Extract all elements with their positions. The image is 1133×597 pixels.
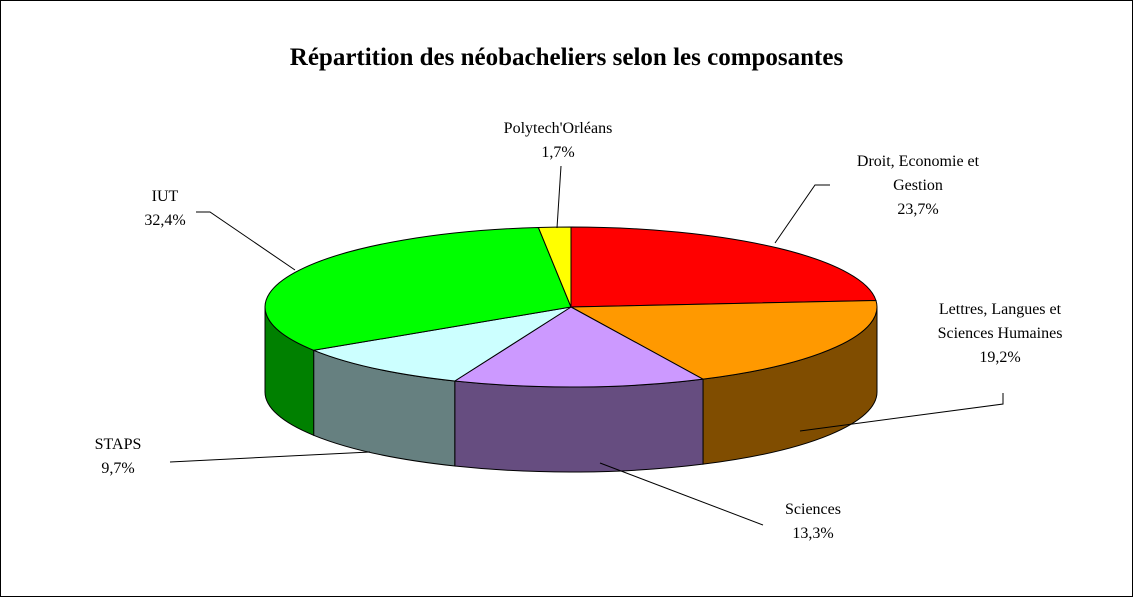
- leader-line: [556, 165, 562, 229]
- slice-label: Droit, Economie et Gestion 23,7%: [833, 150, 1003, 222]
- chart-title: Répartition des néobacheliers selon les …: [289, 44, 844, 71]
- slice-label: Sciences 13,3%: [753, 498, 873, 546]
- value-label: 19,2%: [979, 349, 1021, 366]
- pie-slice: [311, 306, 572, 382]
- leader-line: [774, 184, 830, 244]
- value-label: 13,3%: [792, 525, 834, 542]
- value-label: 1,7%: [541, 144, 575, 161]
- pie-slice: [570, 226, 877, 308]
- value-label: 9,7%: [101, 460, 135, 477]
- category-label: Droit, Economie et Gestion: [856, 153, 980, 194]
- category-label: Polytech'Orléans: [503, 120, 613, 137]
- category-label: STAPS: [94, 436, 142, 453]
- category-label: Sciences: [785, 501, 841, 518]
- leader-line: [196, 211, 296, 271]
- pie-slice: [264, 226, 572, 351]
- value-label: 23,7%: [897, 201, 939, 218]
- category-label: IUT: [151, 188, 179, 205]
- leader-line: [799, 393, 1004, 432]
- slice-label: Polytech'Orléans 1,7%: [478, 117, 638, 165]
- leader-line: [599, 462, 764, 526]
- category-label: Lettres, Langues et Sciences Humaines: [937, 301, 1063, 342]
- pie-slice: [453, 306, 705, 388]
- pie-slice: [569, 299, 878, 380]
- slice-label: STAPS 9,7%: [68, 433, 168, 481]
- value-label: 32,4%: [144, 212, 186, 229]
- pie-slice: [537, 226, 572, 308]
- leader-line: [169, 451, 371, 463]
- slice-label: Lettres, Langues et Sciences Humaines 19,…: [910, 298, 1090, 370]
- slice-label: IUT 32,4%: [115, 185, 215, 233]
- pie-side: [454, 378, 704, 473]
